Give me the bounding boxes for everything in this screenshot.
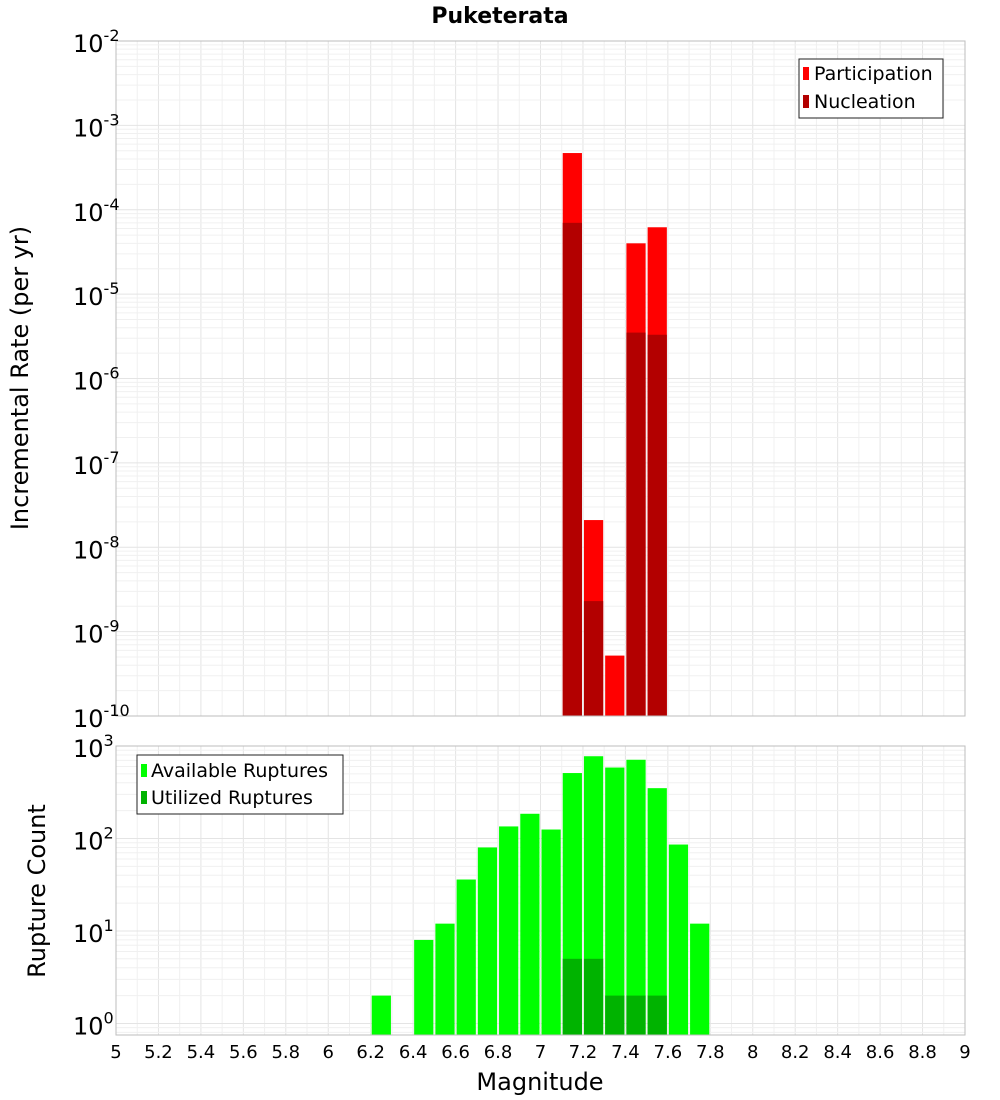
- rate-y-tick-label: 10-10: [73, 701, 130, 733]
- count-bar-utilized-ruptures: [583, 958, 604, 1035]
- rate-bar-nucleation: [583, 601, 604, 716]
- rate-y-tick-label: 10-9: [73, 617, 120, 649]
- x-tick-labels: 5 5.2 5.4 5.6 5.8 6 6.2 6.4 6.6 6.8 7 7.2 7.4 7.6 7.8 8…: [110, 1042, 970, 1063]
- rate-y-tick-label: 10-6: [73, 364, 120, 396]
- rate-y-tick-label: 10-4: [73, 195, 120, 227]
- x-axis-label: Magnitude: [476, 1068, 603, 1096]
- legend-label-available: Available Ruptures: [151, 760, 328, 782]
- rate-bar-nucleation: [647, 334, 667, 716]
- legend-swatch-utilized: [141, 791, 147, 804]
- rate-y-axis-label: Incremental Rate (per yr): [6, 226, 34, 530]
- count-bar-available-ruptures: [414, 939, 434, 1035]
- count-y-tick-label: 101: [73, 916, 114, 948]
- rate-grid: [115, 40, 966, 717]
- x-tick-label: 8.2: [781, 1042, 810, 1063]
- x-tick-label: 9: [959, 1042, 970, 1063]
- count-y-axis-label: Rupture Count: [23, 804, 51, 978]
- count-y-tick-label: 102: [73, 823, 114, 855]
- x-tick-label: 6.2: [356, 1042, 385, 1063]
- legend-label-participation: Participation: [814, 63, 933, 85]
- rate-legend-box: [798, 58, 944, 119]
- x-tick-label: 8.6: [866, 1042, 895, 1063]
- rate-panel: 10-2 10-3 10-4 10-5 10-6 10-7 10-8 10-9 10-10 In…: [6, 26, 966, 733]
- count-plot-frame: [115, 745, 966, 1036]
- rate-y-tick-label: 10-2: [73, 26, 120, 58]
- count-legend-box: [136, 754, 344, 815]
- count-bar-utilized-ruptures: [562, 958, 582, 1035]
- count-bar-available-ruptures: [690, 923, 710, 1035]
- count-y-tick-labels: 103 102 101 100: [73, 731, 114, 1040]
- rate-plot-frame: [115, 40, 966, 717]
- count-bars: [371, 756, 710, 1035]
- rate-bar-nucleation: [562, 222, 582, 716]
- legend-swatch-participation: [803, 67, 809, 80]
- count-bar-available-ruptures: [499, 826, 519, 1035]
- count-y-tick-label: 103: [73, 731, 114, 763]
- legend-label-nucleation: Nucleation: [814, 91, 916, 113]
- count-bar-available-ruptures: [456, 879, 476, 1035]
- x-tick-label: 5.8: [271, 1042, 300, 1063]
- count-bar-available-ruptures: [626, 759, 646, 1035]
- rate-legend: Participation Nucleation: [798, 58, 944, 119]
- rate-bar-participation: [605, 655, 625, 716]
- chart-title: Puketerata: [431, 4, 568, 29]
- count-bar-available-ruptures: [435, 923, 455, 1035]
- count-bar-available-ruptures: [647, 788, 667, 1035]
- x-tick-label: 8.4: [823, 1042, 852, 1063]
- legend-swatch-nucleation: [803, 95, 809, 108]
- legend-swatch-available: [141, 764, 147, 777]
- rate-y-tick-label: 10-7: [73, 448, 120, 480]
- count-bar-available-ruptures: [520, 813, 540, 1035]
- x-tick-label: 5.6: [229, 1042, 258, 1063]
- count-bar-utilized-ruptures: [626, 995, 646, 1035]
- x-tick-label: 5.4: [187, 1042, 216, 1063]
- count-bar-utilized-ruptures: [605, 995, 625, 1035]
- x-tick-label: 5: [110, 1042, 121, 1063]
- x-tick-label: 8.8: [908, 1042, 937, 1063]
- x-tick-label: 6: [323, 1042, 334, 1063]
- count-bar-utilized-ruptures: [647, 995, 667, 1035]
- x-tick-label: 7.6: [654, 1042, 683, 1063]
- count-y-tick-label: 100: [73, 1008, 114, 1040]
- count-bar-available-ruptures: [668, 844, 689, 1035]
- x-tick-label: 5.2: [144, 1042, 173, 1063]
- rate-bars: [562, 153, 667, 717]
- rate-y-tick-label: 10-3: [73, 110, 120, 142]
- x-tick-label: 8: [747, 1042, 758, 1063]
- x-tick-label: 6.6: [441, 1042, 470, 1063]
- count-panel: 103 102 101 100 5 5.2 5.4 5.6 5.8 6 6.2 6.4 6.6 6.8 7…: [23, 731, 971, 1096]
- rate-y-tick-label: 10-8: [73, 532, 120, 564]
- x-tick-label: 7.4: [611, 1042, 640, 1063]
- rate-y-tick-labels: 10-2 10-3 10-4 10-5 10-6 10-7 10-8 10-9 10-10: [73, 26, 130, 733]
- x-tick-label: 7.8: [696, 1042, 725, 1063]
- legend-label-utilized: Utilized Ruptures: [151, 787, 313, 809]
- count-bar-available-ruptures: [371, 995, 391, 1035]
- count-bar-available-ruptures: [541, 829, 561, 1035]
- count-bar-available-ruptures: [477, 847, 498, 1035]
- x-tick-label: 7: [535, 1042, 546, 1063]
- x-tick-label: 6.4: [399, 1042, 428, 1063]
- count-bar-available-ruptures: [605, 767, 625, 1035]
- x-tick-label: 6.8: [484, 1042, 513, 1063]
- x-tick-label: 7.2: [569, 1042, 598, 1063]
- rate-y-tick-label: 10-5: [73, 279, 120, 311]
- count-legend: Available Ruptures Utilized Ruptures: [136, 754, 344, 815]
- rate-bar-nucleation: [626, 332, 646, 716]
